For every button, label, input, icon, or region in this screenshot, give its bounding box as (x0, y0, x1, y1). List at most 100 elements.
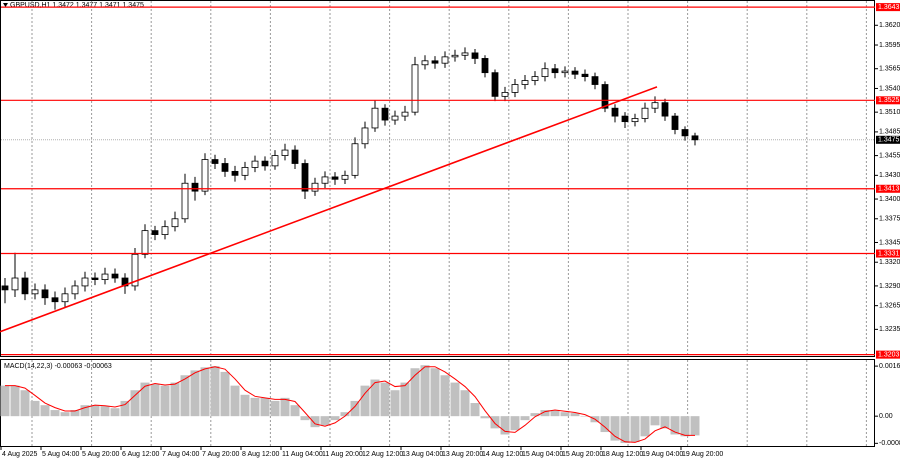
candle-body (241, 167, 249, 176)
macd-bar (600, 416, 610, 433)
macd-bar (440, 375, 450, 417)
candle-body (391, 115, 399, 121)
y-tick-label: 1.3565 (879, 66, 900, 73)
candle-body (321, 176, 329, 184)
macd-bar (390, 390, 400, 417)
level-box (876, 96, 900, 105)
y-tick-label: 1.3290 (879, 283, 900, 290)
level-label: 1.3413 (878, 186, 900, 193)
macd-bar (220, 371, 230, 417)
level-box (876, 249, 900, 258)
candle-body (301, 163, 309, 192)
macd-bar (540, 410, 550, 417)
macd-bar (570, 413, 580, 417)
y-tick-label: 1.3455 (879, 152, 900, 159)
candle-body (471, 52, 479, 59)
macd-bar (0, 385, 10, 417)
candle-body (141, 230, 149, 255)
price-panel (0, 0, 875, 357)
macd-bar (520, 416, 530, 421)
level-label: 1.3525 (878, 97, 900, 104)
macd-bar (350, 400, 360, 417)
macd-bar (70, 410, 80, 417)
macd-bar (530, 413, 540, 417)
macd-bar (510, 416, 520, 431)
macd-bar (90, 405, 100, 417)
candle-body (261, 160, 269, 167)
macd-bar (30, 400, 40, 417)
candle-body (621, 115, 629, 123)
macd-bar (420, 365, 430, 417)
candle-body (501, 92, 509, 97)
macd-bar (250, 397, 260, 417)
macd-bar (660, 416, 670, 429)
y-tick-label: 1.3400 (879, 196, 900, 203)
candle-body (491, 72, 499, 97)
macd-bar (10, 385, 20, 417)
macd-bar (650, 416, 660, 426)
candle-body (581, 73, 589, 78)
candle-body (91, 277, 99, 280)
candle-body (331, 176, 339, 180)
y-tick-label: 1.3320 (879, 259, 900, 266)
candle-body (401, 111, 409, 117)
x-tick-label: 8 Aug 12:00 (242, 451, 279, 458)
x-tick-label: 5 Aug 20:00 (82, 451, 119, 458)
candle-body (251, 160, 259, 168)
macd-bar (360, 385, 370, 417)
candle-body (451, 54, 459, 58)
x-tick-label: 19 Aug 20:00 (682, 451, 723, 458)
macd-bar (640, 416, 650, 437)
macd-bar (280, 397, 290, 417)
candle-body (481, 58, 489, 74)
macd-bar (180, 375, 190, 417)
candle-body (101, 273, 109, 280)
y-tick-label: 1.3375 (879, 216, 900, 223)
macd-bar (160, 385, 170, 417)
candle-body (41, 289, 49, 299)
macd-bar (60, 412, 70, 417)
macd-bar (300, 416, 310, 421)
candle-body (691, 135, 699, 141)
x-tick-label: 7 Aug 20:00 (202, 451, 239, 458)
candle-body (11, 277, 19, 291)
candle-body (661, 102, 669, 117)
y-tick-label: 1.3540 (879, 85, 900, 92)
macd-bar (50, 410, 60, 417)
y-tick-label: 1.3595 (879, 42, 900, 49)
x-tick-label: 13 Aug 04:00 (402, 451, 443, 458)
macd-bar (120, 400, 130, 417)
candle-body (461, 52, 469, 56)
menu-triangle[interactable] (3, 3, 8, 7)
y-tick-label: 1.3430 (879, 172, 900, 179)
candle-body (231, 170, 239, 176)
macd-bar (260, 397, 270, 417)
candle-body (31, 289, 39, 295)
candle-body (651, 102, 659, 109)
x-tick-label: 15 Aug 04:00 (522, 451, 563, 458)
candle-body (281, 149, 289, 156)
level-label: 1.3203 (878, 351, 900, 358)
last-price-box (876, 135, 900, 144)
candle-body (191, 182, 199, 192)
candle-body (421, 60, 429, 66)
macd-bar (150, 384, 160, 417)
x-tick-label: 18 Aug 12:00 (602, 451, 643, 458)
x-tick-label: 5 Aug 04:00 (42, 451, 79, 458)
macd-bar (490, 416, 500, 429)
level-label: 1.3643 (878, 4, 900, 11)
candle-body (221, 163, 229, 172)
x-tick-label: 12 Aug 12:00 (362, 451, 403, 458)
candle-body (531, 76, 539, 81)
macd-title: MACD(14,22,3) -0.00063 -0.00063 (4, 363, 112, 370)
candle-body (681, 129, 689, 137)
macd-bar (290, 405, 300, 417)
candle-body (111, 273, 119, 279)
macd-bar (110, 408, 120, 417)
y-tick-label: 1.3235 (879, 326, 900, 333)
macd-bar (270, 400, 280, 417)
candle-body (1, 285, 9, 291)
candle-body (431, 60, 439, 64)
candle-body (271, 155, 279, 167)
